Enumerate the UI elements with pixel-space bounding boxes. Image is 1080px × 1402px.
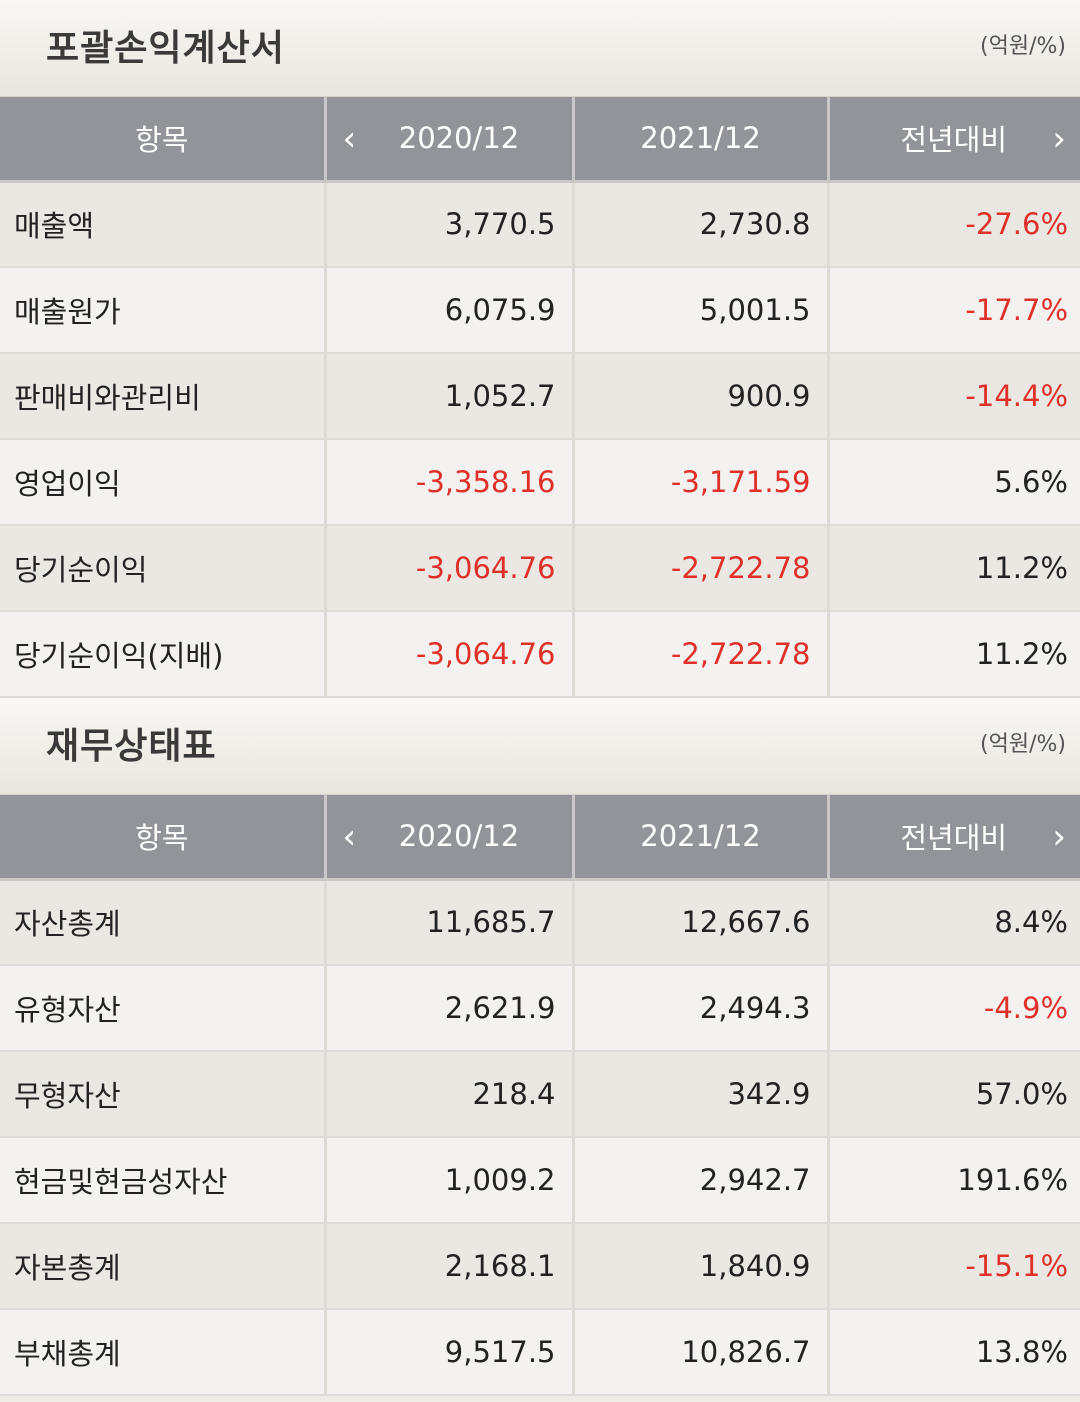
value-2020: 2,621.9 [325,965,575,1052]
table-row: 당기순이익 -3,064.76 -2,722.78 11.2% [0,525,1080,612]
column-header-item: 항목 [0,795,327,881]
table-row: 부채총계 9,517.5 10,826.7 13.8% [0,1309,1080,1396]
value-2020: 1,009.2 [325,1137,575,1224]
value-yoy: -17.7% [828,267,1080,354]
column-header-2020: ‹ 2020/12 [325,795,575,881]
value-2020: 11,685.7 [325,879,575,966]
table-row: 매출원가 6,075.9 5,001.5 -17.7% [0,267,1080,354]
value-yoy: 13.8% [828,1309,1080,1396]
row-label: 매출액 [0,181,327,268]
row-label: 판매비와관리비 [0,353,327,440]
row-label: 자본총계 [0,1223,327,1310]
value-2020: 218.4 [325,1051,575,1138]
row-label: 영업이익 [0,439,327,526]
value-2020: 6,075.9 [325,267,575,354]
row-label: 현금및현금성자산 [0,1137,327,1224]
table-row: 매출액 3,770.5 2,730.8 -27.6% [0,181,1080,268]
value-2020: 9,517.5 [325,1309,575,1396]
value-yoy: -14.4% [828,353,1080,440]
value-2021: 900.9 [573,353,830,440]
value-2021: 342.9 [573,1051,830,1138]
value-yoy: 11.2% [828,611,1080,698]
column-header-yoy: 전년대비 › [828,795,1080,881]
balance-sheet-title: 재무상태표 [46,726,217,767]
column-header-2021: 2021/12 [573,795,830,881]
balance-sheet-table: 항목 ‹ 2020/12 2021/12 전년대비 › 자산총계 11,685.7… [0,795,1080,1396]
value-2021: 2,730.8 [573,181,830,268]
income-statement-header: 포괄손익계산서 (억원/%) [0,0,1080,97]
income-unit-label: (억원/%) [980,34,1066,59]
chevron-left-icon[interactable]: ‹ [342,119,357,159]
value-2020: 1,052.7 [325,353,575,440]
value-2021: 1,840.9 [573,1223,830,1310]
value-2020: 2,168.1 [325,1223,575,1310]
value-2020: -3,064.76 [325,525,575,612]
value-yoy: 57.0% [828,1051,1080,1138]
value-yoy: 11.2% [828,525,1080,612]
value-2020: -3,064.76 [325,611,575,698]
table-row: 당기순이익(지배) -3,064.76 -2,722.78 11.2% [0,611,1080,698]
value-yoy: -15.1% [828,1223,1080,1310]
value-2021: 2,494.3 [573,965,830,1052]
table-row: 현금및현금성자산 1,009.2 2,942.7 191.6% [0,1137,1080,1224]
value-yoy: -4.9% [828,965,1080,1052]
balance-sheet-header: 재무상태표 (억원/%) [0,698,1080,795]
chevron-left-icon[interactable]: ‹ [342,817,357,857]
table-header-row: 항목 ‹ 2020/12 2021/12 전년대비 › [0,97,1080,183]
value-2021: 2,942.7 [573,1137,830,1224]
chevron-right-icon[interactable]: › [1052,817,1066,857]
value-2021: -2,722.78 [573,525,830,612]
balance-unit-label: (억원/%) [980,732,1066,757]
value-yoy: 5.6% [828,439,1080,526]
row-label: 부채총계 [0,1309,327,1396]
row-label: 무형자산 [0,1051,327,1138]
value-2020: 3,770.5 [325,181,575,268]
chevron-right-icon[interactable]: › [1052,119,1066,159]
table-header-row: 항목 ‹ 2020/12 2021/12 전년대비 › [0,795,1080,881]
column-header-yoy: 전년대비 › [828,97,1080,183]
row-label: 자산총계 [0,879,327,966]
income-statement-title: 포괄손익계산서 [46,28,285,69]
row-label: 당기순이익(지배) [0,611,327,698]
column-header-2021: 2021/12 [573,97,830,183]
column-header-item: 항목 [0,97,327,183]
row-label: 매출원가 [0,267,327,354]
value-yoy: 8.4% [828,879,1080,966]
value-2021: -3,171.59 [573,439,830,526]
value-2021: 12,667.6 [573,879,830,966]
row-label: 당기순이익 [0,525,327,612]
column-header-2020: ‹ 2020/12 [325,97,575,183]
value-2021: 10,826.7 [573,1309,830,1396]
value-yoy: 191.6% [828,1137,1080,1224]
table-row: 자산총계 11,685.7 12,667.6 8.4% [0,879,1080,966]
income-statement-table: 항목 ‹ 2020/12 2021/12 전년대비 › 매출액 3,770.5 2,… [0,97,1080,698]
row-label: 유형자산 [0,965,327,1052]
value-2020: -3,358.16 [325,439,575,526]
table-row: 자본총계 2,168.1 1,840.9 -15.1% [0,1223,1080,1310]
value-2021: -2,722.78 [573,611,830,698]
table-row: 영업이익 -3,358.16 -3,171.59 5.6% [0,439,1080,526]
value-yoy: -27.6% [828,181,1080,268]
table-row: 유형자산 2,621.9 2,494.3 -4.9% [0,965,1080,1052]
table-row: 판매비와관리비 1,052.7 900.9 -14.4% [0,353,1080,440]
table-row: 무형자산 218.4 342.9 57.0% [0,1051,1080,1138]
value-2021: 5,001.5 [573,267,830,354]
